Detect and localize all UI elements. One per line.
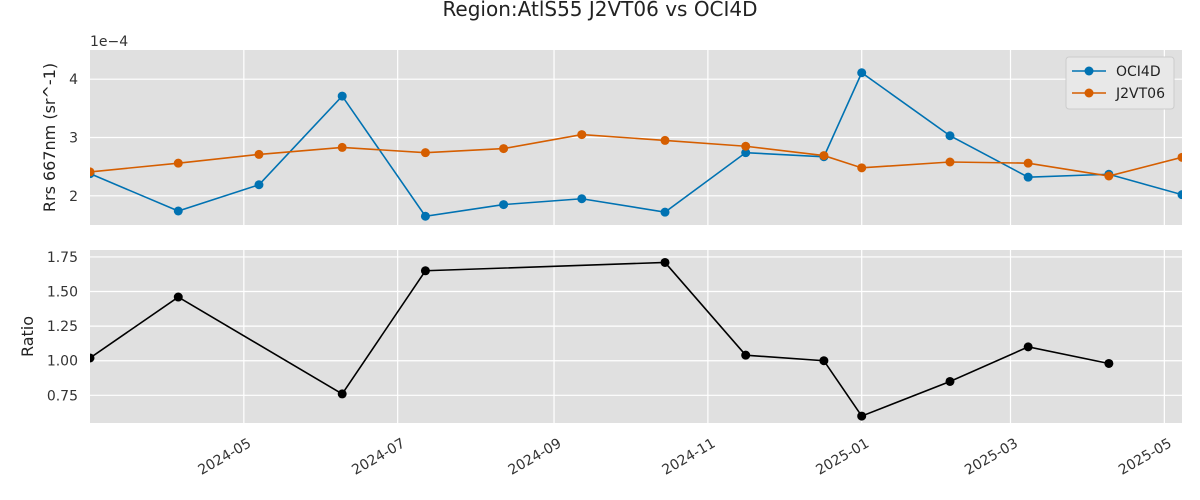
top-data-point (499, 200, 509, 210)
legend-marker-oci4d (1084, 66, 1094, 76)
top-data-point (945, 131, 955, 141)
top-data-point (660, 207, 670, 217)
bottom-y-tick-label: 1.50 (47, 285, 78, 301)
bottom-data-point (1104, 358, 1114, 368)
top-data-point (337, 142, 347, 152)
top-series (90, 68, 1182, 221)
legend: OCI4D J2VT06 (1065, 56, 1175, 110)
top-y-tick-label: 2 (69, 189, 78, 205)
top-data-point (741, 148, 751, 158)
x-tick-label: 2025-01 (813, 436, 872, 479)
top-data-point (857, 68, 867, 78)
x-tick-label: 2024-07 (349, 436, 408, 479)
top-data-point (857, 163, 867, 173)
bottom-data-point (337, 389, 347, 399)
top-grid (90, 50, 1182, 225)
top-data-point (420, 211, 430, 221)
bottom-series (90, 257, 1114, 421)
top-y-offset-label: 1e−4 (90, 34, 128, 50)
top-data-point (173, 206, 183, 216)
bottom-y-ticks: 0.75 1.00 1.25 1.50 1.75 (47, 250, 78, 404)
bottom-data-point (660, 257, 670, 267)
bottom-data-point (857, 411, 867, 421)
top-data-point (173, 158, 183, 168)
top-data-point (1177, 152, 1182, 162)
top-data-point (945, 157, 955, 167)
bottom-data-point (173, 292, 183, 302)
top-data-point (337, 91, 347, 101)
bottom-series-0 (90, 257, 1114, 421)
top-y-tick-label: 3 (69, 131, 78, 147)
top-data-point (420, 148, 430, 158)
top-y-axis-label: Rrs 667nm (sr^-1) (40, 63, 59, 212)
top-panel: 2 3 4 1e−4 Rrs 667nm (sr^-1) OCI4D J2VT06 (40, 34, 1182, 225)
bottom-data-point (819, 356, 829, 366)
top-data-point (1104, 171, 1114, 181)
top-data-point (577, 130, 587, 140)
bottom-data-point (945, 376, 955, 386)
top-data-point (741, 141, 751, 151)
x-ticks: 2024-05 2024-07 2024-09 2024-11 2025-01 2025-… (195, 436, 1174, 479)
bottom-y-tick-label: 1.00 (47, 354, 78, 370)
top-data-point (254, 149, 264, 159)
bottom-data-point (1023, 342, 1033, 352)
x-tick-label: 2025-03 (962, 436, 1021, 479)
bottom-data-point (90, 353, 95, 363)
bottom-data-point (741, 350, 751, 360)
top-data-point (499, 144, 509, 154)
bottom-y-tick-label: 1.75 (47, 250, 78, 266)
legend-label-oci4d: OCI4D (1116, 64, 1161, 80)
top-data-point (819, 151, 829, 161)
bottom-grid (90, 250, 1182, 423)
bottom-y-tick-label: 1.25 (47, 319, 78, 335)
bottom-panel: 0.751.001.251.501.75 Ratio 2024-05 2024-0… (18, 250, 1182, 479)
bottom-y-axis-label: Ratio (18, 316, 37, 357)
top-data-point (1023, 158, 1033, 168)
chart-title: Region:AtlS55 J2VT06 vs OCI4D (442, 0, 757, 21)
top-data-point (660, 135, 670, 145)
legend-label-j2vt06: J2VT06 (1115, 86, 1165, 102)
bottom-panel-background (90, 250, 1182, 423)
legend-marker-j2vt06 (1084, 88, 1094, 98)
bottom-y-tick-label: 0.75 (47, 388, 78, 404)
x-tick-label: 2024-09 (506, 436, 565, 479)
top-data-point (577, 194, 587, 204)
legend-item-j2vt06: J2VT06 (1072, 86, 1165, 102)
top-series-1 (90, 130, 1182, 181)
top-y-tick-label: 4 (69, 72, 78, 88)
legend-item-oci4d: OCI4D (1072, 64, 1161, 80)
bottom-data-point (420, 266, 430, 276)
top-data-point (1177, 190, 1182, 200)
top-data-point (1023, 172, 1033, 182)
x-tick-label: 2024-11 (660, 436, 719, 479)
top-data-point (90, 167, 95, 177)
x-tick-label: 2024-05 (195, 436, 254, 479)
top-y-ticks: 2 3 4 (69, 72, 78, 205)
x-tick-label: 2025-05 (1116, 436, 1175, 479)
top-data-point (254, 180, 264, 190)
